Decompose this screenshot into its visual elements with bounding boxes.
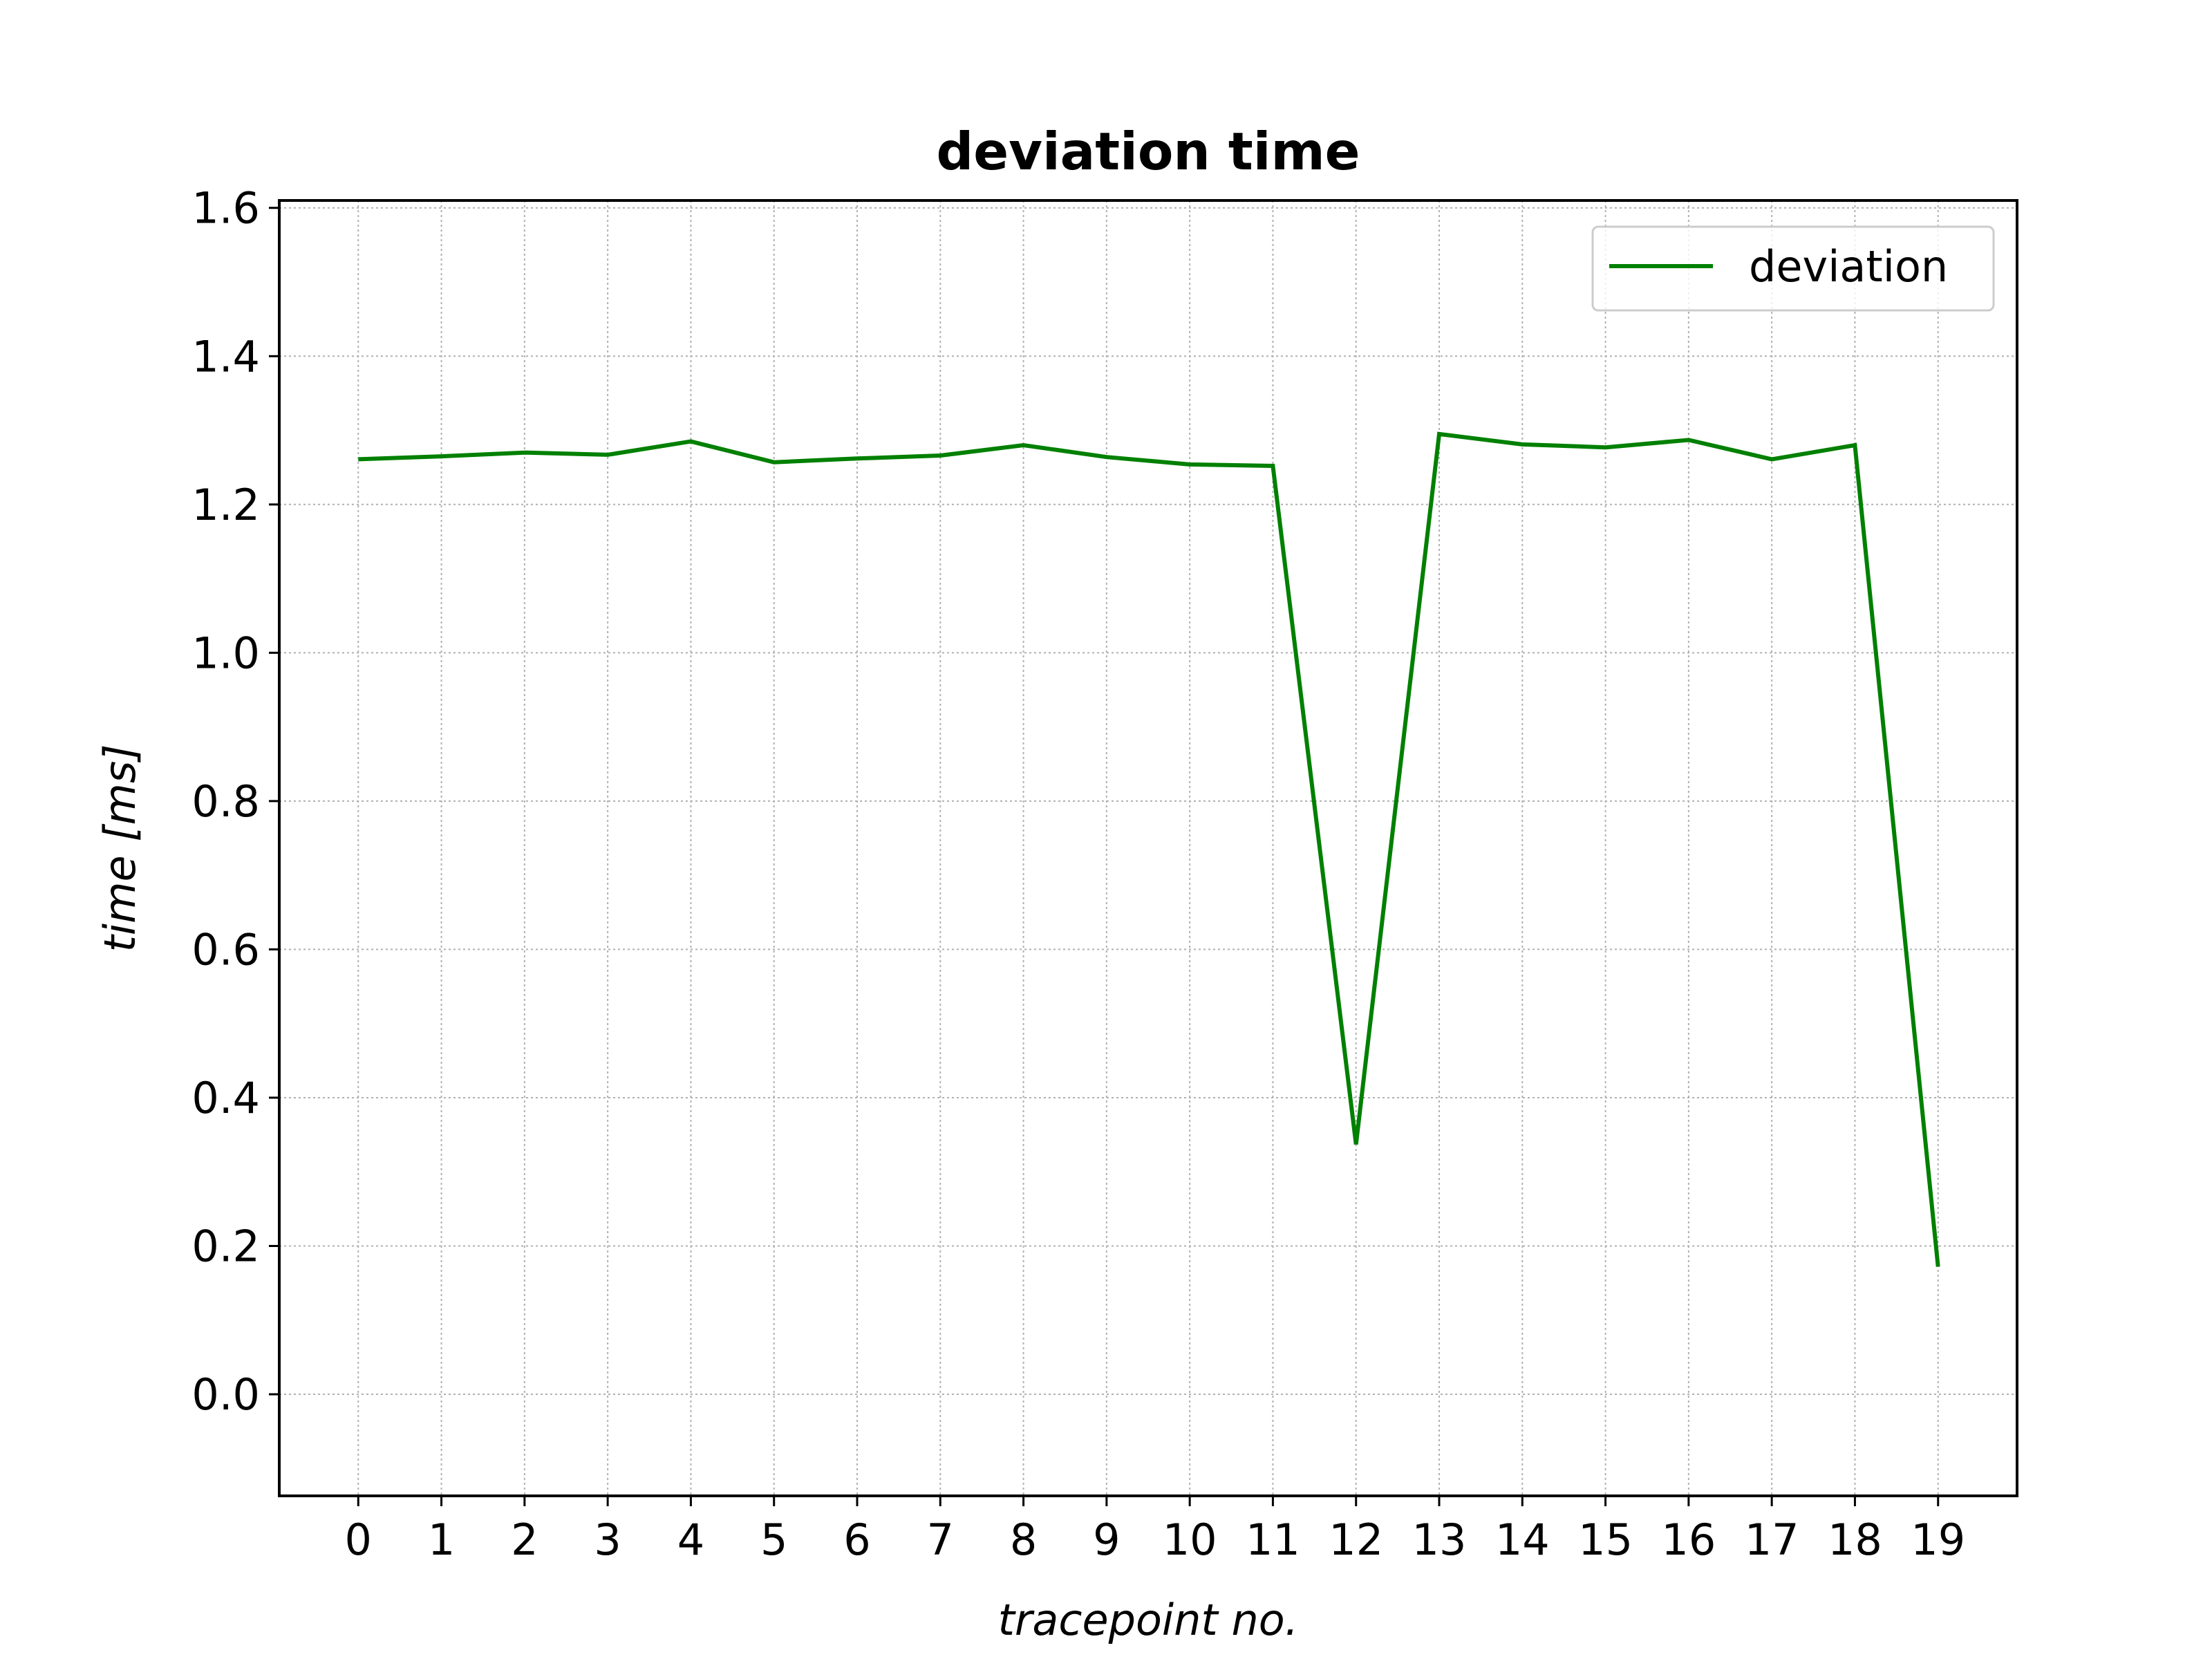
- x-tick-label: 2: [511, 1515, 538, 1565]
- x-tick-label: 3: [594, 1515, 621, 1565]
- x-tick-label: 7: [927, 1515, 954, 1565]
- x-tick-label: 9: [1093, 1515, 1120, 1565]
- x-tick-label: 18: [1828, 1515, 1882, 1565]
- y-axis-label: time [ms]: [95, 744, 145, 953]
- y-tick-label: 1.6: [191, 183, 260, 234]
- y-tick-label: 0.8: [191, 776, 260, 827]
- x-tick-label: 13: [1412, 1515, 1467, 1565]
- x-tick-label: 12: [1329, 1515, 1383, 1565]
- legend-label-deviation: deviation: [1749, 241, 1948, 292]
- x-tick-label: 4: [677, 1515, 704, 1565]
- series-line-deviation: [358, 431, 1940, 1267]
- y-axis-ticks: 0.0 0.2 0.4 0.6 0.8 1.0 1.2 1.4 1.6: [191, 183, 279, 1420]
- x-tick-label: 8: [1010, 1515, 1037, 1565]
- x-tick-label: 10: [1163, 1515, 1217, 1565]
- legend: deviation: [1591, 225, 1995, 312]
- x-tick-label: 1: [428, 1515, 455, 1565]
- grid: [279, 200, 2017, 1496]
- x-tick-label: 17: [1745, 1515, 1799, 1565]
- x-tick-label: 0: [345, 1515, 372, 1565]
- x-tick-label: 6: [843, 1515, 870, 1565]
- x-tick-label: 16: [1661, 1515, 1716, 1565]
- x-tick-label: 11: [1246, 1515, 1300, 1565]
- y-tick-label: 1.4: [191, 331, 260, 382]
- y-tick-label: 0.2: [191, 1221, 260, 1272]
- y-tick-label: 1.0: [191, 628, 260, 678]
- chart-title: deviation time: [937, 121, 1360, 182]
- y-tick-label: 0.6: [191, 924, 260, 975]
- x-tick-label: 5: [760, 1515, 787, 1565]
- plot-area-frame: [278, 199, 2018, 1497]
- x-tick-label: 15: [1578, 1515, 1633, 1565]
- legend-box: [1591, 225, 1995, 312]
- y-tick-label: 1.2: [191, 480, 260, 530]
- x-axis-ticks: 0 1 2 3 4 5 6 7 8 9 10 11 12 13 14 15 16 17 18 19: [345, 1496, 1965, 1565]
- y-tick-label: 0.4: [191, 1073, 260, 1123]
- y-tick-label: 0.0: [191, 1369, 260, 1420]
- x-tick-label: 14: [1495, 1515, 1550, 1565]
- x-axis-label: tracepoint no.: [998, 1595, 1299, 1645]
- x-tick-label: 19: [1911, 1515, 1965, 1565]
